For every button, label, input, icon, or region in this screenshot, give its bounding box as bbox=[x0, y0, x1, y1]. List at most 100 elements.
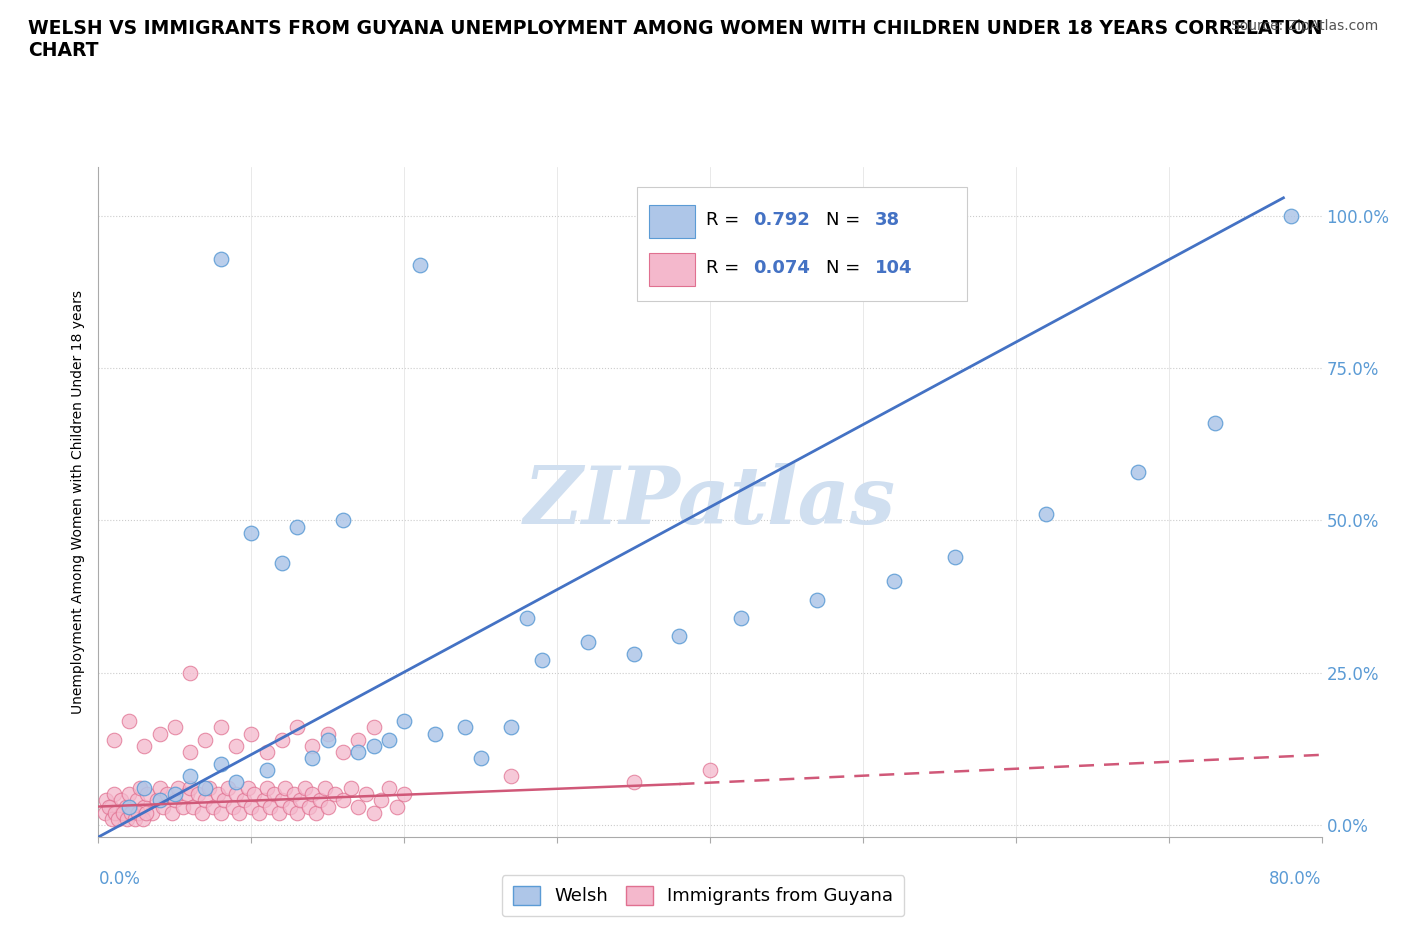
Point bbox=[152, 799, 174, 814]
Point bbox=[576, 635, 599, 650]
Point bbox=[135, 805, 157, 820]
Point bbox=[347, 799, 370, 814]
Point bbox=[98, 799, 121, 814]
Point bbox=[623, 775, 645, 790]
Point bbox=[316, 732, 339, 747]
Point bbox=[274, 781, 297, 796]
Point bbox=[222, 799, 245, 814]
Point bbox=[176, 787, 198, 802]
Point bbox=[363, 720, 385, 735]
Point bbox=[121, 805, 143, 820]
Point bbox=[408, 258, 430, 272]
Point bbox=[149, 726, 172, 741]
Point bbox=[202, 799, 225, 814]
Point bbox=[332, 744, 354, 759]
Point bbox=[470, 751, 492, 765]
Point bbox=[93, 805, 115, 820]
Point bbox=[240, 726, 263, 741]
Point bbox=[179, 781, 201, 796]
Point bbox=[172, 799, 194, 814]
Point bbox=[217, 781, 239, 796]
Point bbox=[501, 769, 523, 784]
Point bbox=[238, 781, 260, 796]
Point bbox=[378, 732, 401, 747]
Point bbox=[516, 610, 538, 625]
Point bbox=[225, 738, 247, 753]
Point bbox=[207, 787, 229, 802]
Point bbox=[179, 769, 201, 784]
Point bbox=[347, 732, 370, 747]
Point bbox=[363, 738, 385, 753]
Point bbox=[209, 251, 232, 266]
Point bbox=[332, 793, 354, 808]
Point bbox=[943, 550, 966, 565]
Point bbox=[127, 805, 149, 820]
Point bbox=[128, 781, 150, 796]
Point bbox=[270, 732, 292, 747]
Point bbox=[104, 805, 127, 820]
Point bbox=[117, 811, 139, 826]
Point bbox=[240, 799, 263, 814]
FancyBboxPatch shape bbox=[650, 253, 696, 286]
Point bbox=[163, 793, 186, 808]
Point bbox=[256, 781, 278, 796]
Text: ZIPatlas: ZIPatlas bbox=[524, 463, 896, 541]
Point bbox=[314, 781, 336, 796]
Point bbox=[263, 787, 285, 802]
Point bbox=[1128, 464, 1150, 479]
Point bbox=[270, 555, 292, 570]
Point bbox=[363, 805, 385, 820]
Point bbox=[1204, 416, 1226, 431]
Y-axis label: Unemployment Among Women with Children Under 18 years: Unemployment Among Women with Children U… bbox=[72, 290, 86, 714]
Point bbox=[225, 775, 247, 790]
Point bbox=[209, 805, 232, 820]
Point bbox=[423, 726, 446, 741]
Point bbox=[132, 811, 155, 826]
Point bbox=[325, 787, 347, 802]
Point bbox=[347, 744, 370, 759]
Point bbox=[392, 787, 416, 802]
Point bbox=[883, 574, 905, 589]
Point bbox=[163, 787, 186, 802]
Point bbox=[668, 629, 690, 644]
Point bbox=[120, 805, 142, 820]
Point bbox=[225, 787, 247, 802]
Point bbox=[118, 714, 141, 729]
Point bbox=[105, 805, 128, 820]
Point bbox=[194, 793, 217, 808]
Point bbox=[145, 793, 167, 808]
Point bbox=[141, 805, 163, 820]
Point bbox=[243, 787, 266, 802]
Point bbox=[278, 799, 301, 814]
Point bbox=[212, 793, 235, 808]
Point bbox=[252, 793, 274, 808]
Point bbox=[354, 787, 377, 802]
Point bbox=[339, 781, 361, 796]
Point bbox=[107, 811, 129, 826]
Point bbox=[285, 805, 308, 820]
Point bbox=[316, 799, 339, 814]
Point bbox=[103, 732, 125, 747]
Point bbox=[149, 781, 172, 796]
Point bbox=[806, 592, 828, 607]
Point bbox=[134, 781, 156, 796]
Point bbox=[191, 805, 214, 820]
Point bbox=[110, 793, 132, 808]
Point bbox=[118, 787, 141, 802]
Point bbox=[136, 787, 159, 802]
Point bbox=[111, 805, 134, 820]
Point bbox=[332, 513, 354, 528]
Text: 38: 38 bbox=[875, 211, 900, 230]
Point bbox=[134, 799, 156, 814]
Point bbox=[392, 714, 416, 729]
Point bbox=[232, 793, 254, 808]
Point bbox=[270, 793, 292, 808]
Point bbox=[304, 805, 326, 820]
Point bbox=[298, 799, 321, 814]
Point bbox=[256, 744, 278, 759]
Point bbox=[124, 811, 146, 826]
Point bbox=[285, 519, 308, 534]
Point bbox=[283, 787, 305, 802]
Point bbox=[160, 805, 183, 820]
Point bbox=[209, 720, 232, 735]
